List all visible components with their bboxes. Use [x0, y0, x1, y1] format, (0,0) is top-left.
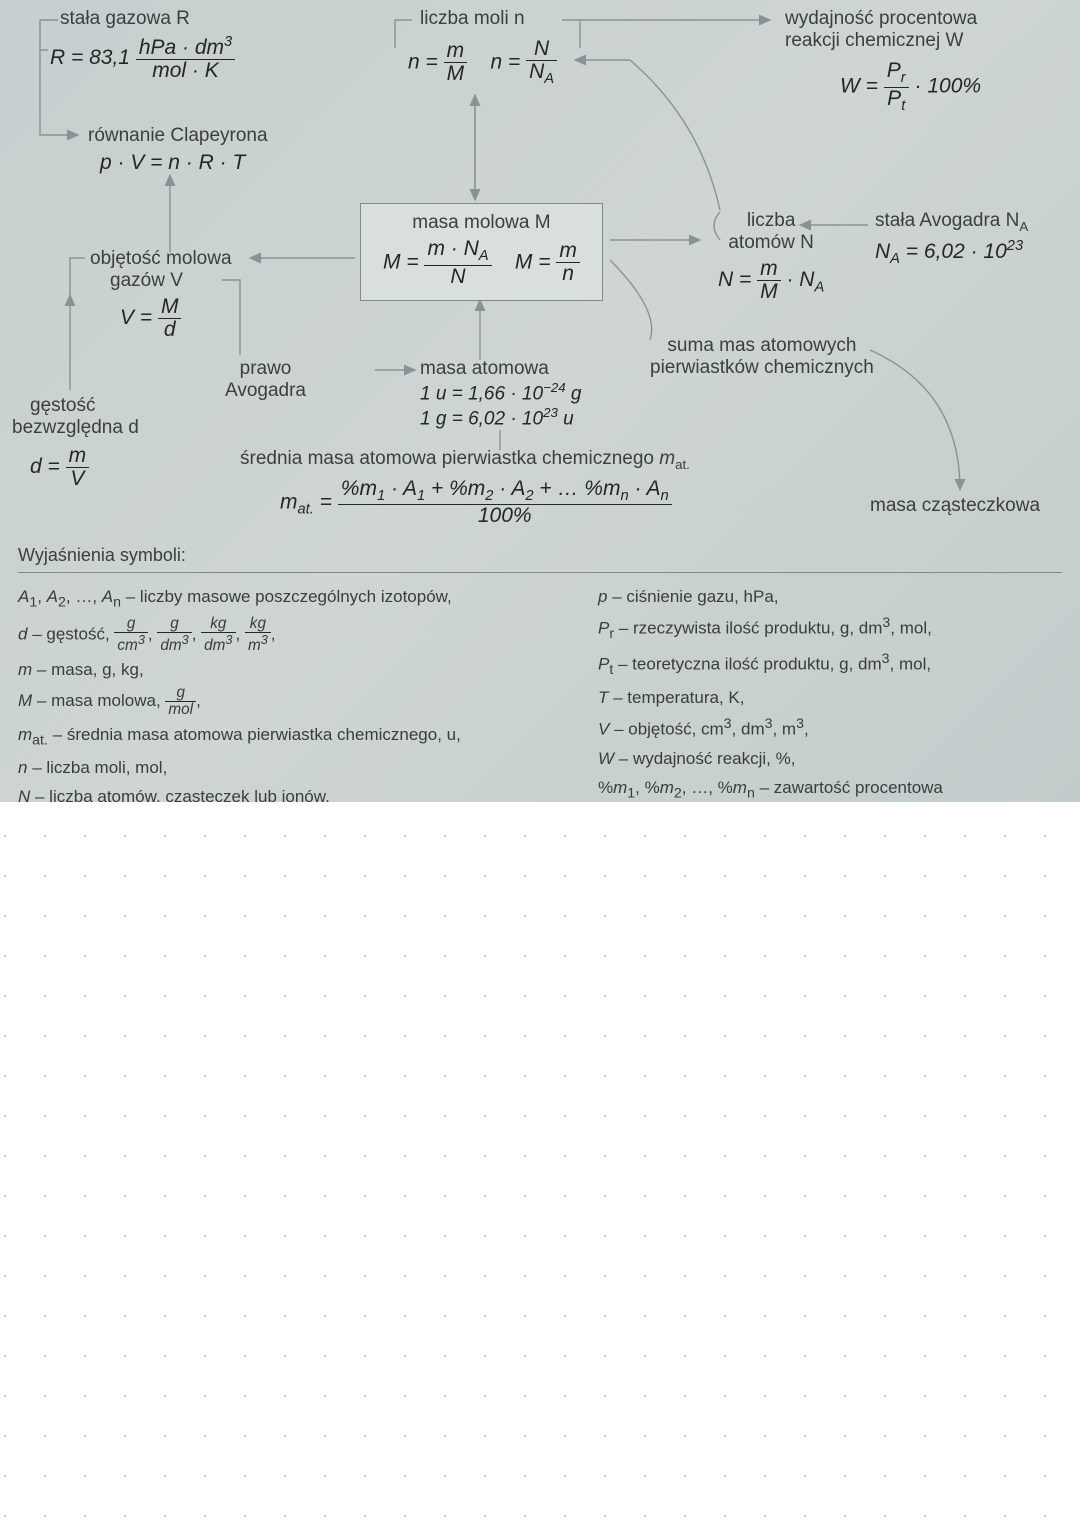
legend-title: Wyjaśnienia symboli:: [18, 545, 1062, 566]
label-mv-1: objętość molowa: [90, 248, 232, 270]
label-alaw-1: prawo: [225, 358, 306, 380]
label-molecular-mass: masa cząsteczkowa: [870, 495, 1040, 517]
legend-row: m – masa, g, kg,: [18, 656, 578, 683]
legend-row: M – masa molowa, gmol,: [18, 685, 578, 718]
box-molar-mass: masa molowa M M = m · NAN M = mn: [360, 203, 603, 301]
label-gas-constant: stała gazowa R: [60, 8, 190, 30]
legend-row: %m1, %m2, …, %mn – zawartość procentowa: [598, 774, 1058, 805]
label-d2: bezwzględna d: [12, 417, 139, 439]
label-d1: gęstość: [30, 395, 139, 417]
formula-yield: W = PrPt · 100%: [840, 60, 981, 114]
legend-divider: [18, 572, 1062, 573]
formula-avg-atomic: mat. = %m1 · A1 + %m2 · A2 + … %mn · An1…: [280, 478, 690, 528]
legend-right-col: p – ciśnienie gazu, hPa,Pr – rzeczywista…: [598, 583, 1058, 836]
node-atom-count: liczba atomów N N = mM · NA: [718, 210, 824, 303]
legend-row: d – gęstość, gcm3, gdm3, kgdm3, kgm3,: [18, 616, 578, 654]
formula-moles: n = mM n = NNA: [408, 38, 557, 88]
legend-row: n – liczba moli, mol,: [18, 754, 578, 781]
label-moles: liczba moli n: [420, 8, 525, 30]
node-avogadro-const: stała Avogadra NA NA = 6,02 · 1023: [875, 210, 1028, 267]
node-avg-atomic: średnia masa atomowa pierwiastka chemicz…: [240, 448, 690, 527]
legend-row: p – ciśnienie gazu, hPa,: [598, 583, 1058, 610]
label-atomcount-1: liczba: [718, 210, 824, 232]
legend-row: Pt – teoretyczna ilość produktu, g, dm3,…: [598, 648, 1058, 682]
label-avogadro-const: stała Avogadra NA: [875, 210, 1028, 234]
formula-mv: V = Md: [120, 296, 232, 341]
label-clapeyron: równanie Clapeyrona: [88, 125, 268, 147]
label-as-2: pierwiastków chemicznych: [650, 357, 874, 379]
label-yield-2: reakcji chemicznej W: [785, 30, 977, 52]
formula-am2: 1 g = 6,02 · 1023 u: [420, 405, 582, 430]
formula-density: d = mV: [30, 445, 139, 490]
legend-row: Pr – rzeczywista ilość produktu, g, dm3,…: [598, 612, 1058, 646]
node-atomic-mass: masa atomowa 1 u = 1,66 · 10−24 g 1 g = …: [420, 358, 582, 431]
legend-row: mat. – średnia masa atomowa pierwiastka …: [18, 721, 578, 752]
node-density: gęstość bezwzględna d d = mV: [12, 395, 139, 490]
label-atomcount-2: atomów N: [718, 232, 824, 254]
node-atomic-sum: suma mas atomowych pierwiastków chemiczn…: [650, 335, 874, 379]
chemistry-diagram: stała gazowa R R = 83,1 hPa · dm3mol · K…: [0, 0, 1080, 802]
label-yield-1: wydajność procentowa: [785, 8, 977, 30]
node-molar-volume: objętość molowa gazów V V = Md: [90, 248, 232, 341]
legend-block: Wyjaśnienia symboli: A1, A2, …, An – lic…: [18, 545, 1062, 803]
node-yield: wydajność procentowa reakcji chemicznej …: [785, 8, 977, 52]
label-avg-atomic: średnia masa atomowa pierwiastka chemicz…: [240, 448, 690, 472]
formula-molar-mass: M = m · NAN M = mn: [383, 238, 580, 288]
label-as-1: suma mas atomowych: [650, 335, 874, 357]
label-molar-mass: masa molowa M: [383, 212, 580, 234]
node-clapeyron: równanie Clapeyrona p · V = n · R · T: [88, 125, 268, 175]
formula-clapeyron: p · V = n · R · T: [100, 151, 268, 175]
node-gas-constant: stała gazowa R: [60, 8, 190, 30]
dot-grid-area: [0, 802, 1080, 1525]
formula-am1: 1 u = 1,66 · 10−24 g: [420, 380, 582, 405]
formula-gas-constant: R = 83,1 hPa · dm3mol · K: [50, 35, 235, 82]
formula-atomcount: N = mM · NA: [718, 258, 824, 303]
legend-row: W – wydajność reakcji, %,: [598, 745, 1058, 772]
node-avogadro-law: prawo Avogadra: [225, 358, 306, 402]
legend-row: T – temperatura, K,: [598, 684, 1058, 711]
legend-row: V – objętość, cm3, dm3, m3,: [598, 713, 1058, 743]
label-mv-2: gazów V: [110, 270, 232, 292]
label-atomic-mass: masa atomowa: [420, 358, 582, 380]
label-alaw-2: Avogadra: [225, 380, 306, 402]
formula-avogadro-const: NA = 6,02 · 1023: [875, 238, 1028, 267]
legend-row: A1, A2, …, An – liczby masowe poszczegól…: [18, 583, 578, 614]
